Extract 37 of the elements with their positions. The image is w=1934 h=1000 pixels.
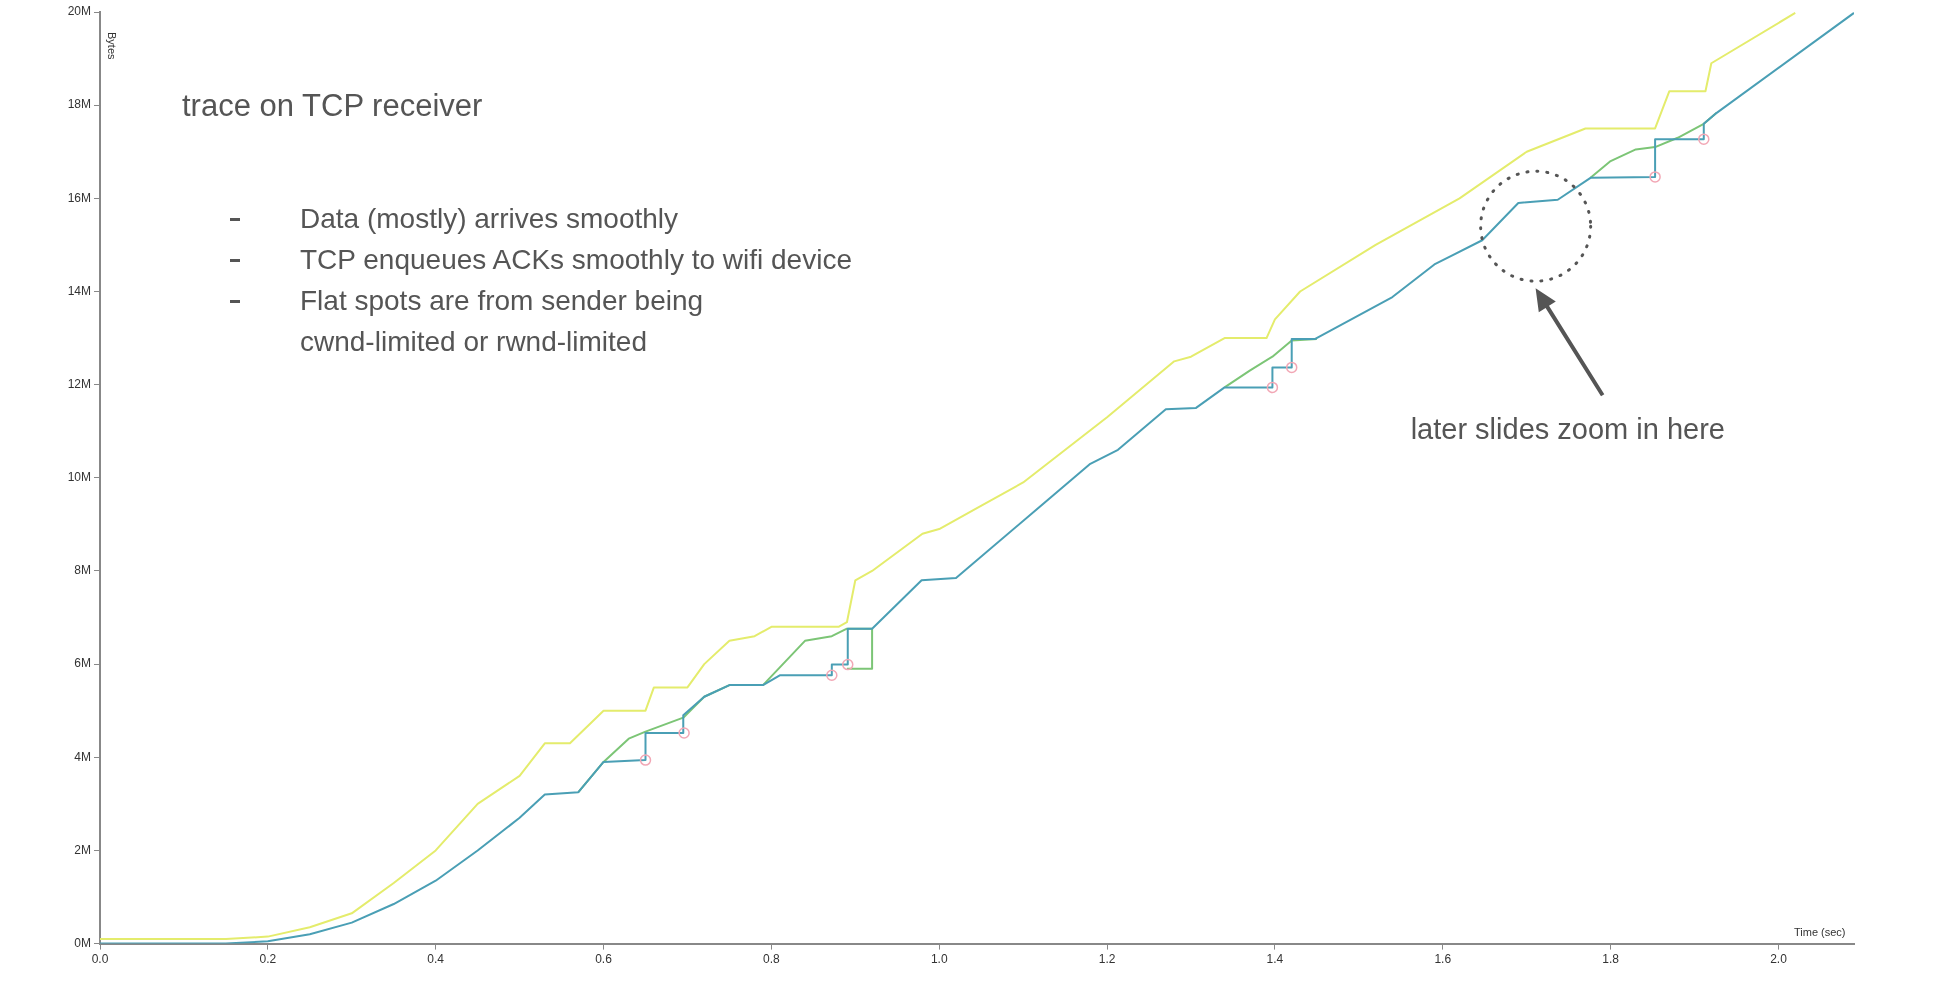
y-tick-label: 14M bbox=[67, 283, 91, 298]
point bbox=[1698, 133, 1710, 145]
x-tick-label: 1.6 bbox=[1434, 952, 1452, 967]
x-tick-label: 0.2 bbox=[259, 952, 277, 967]
point bbox=[1649, 171, 1661, 183]
annotation: Data (mostly) arrives smoothly bbox=[299, 202, 680, 236]
x-axis-title: Time (sec) bbox=[1794, 925, 1846, 938]
annotation: Flat spots are from sender being cwnd-limited or rwnd-limited bbox=[299, 284, 705, 359]
y-tick-label: 6M bbox=[74, 656, 91, 671]
x-tick-label: 1.8 bbox=[1602, 952, 1620, 967]
y-tick-label: 20M bbox=[67, 4, 91, 19]
y-tick-label: 2M bbox=[74, 842, 91, 857]
x-tick-label: 2.0 bbox=[1770, 952, 1788, 967]
point bbox=[1266, 381, 1279, 394]
x-tick-label: 0.0 bbox=[91, 952, 109, 967]
y-tick-label: 4M bbox=[74, 749, 91, 764]
annotation: later slides zoom in here bbox=[1410, 413, 1725, 447]
y-tick-label: 12M bbox=[67, 376, 91, 391]
y-tick-label: 18M bbox=[67, 97, 91, 112]
point bbox=[826, 669, 838, 682]
x-tick-label: 0.8 bbox=[763, 952, 781, 967]
y-tick-label: 10M bbox=[67, 470, 91, 485]
x-tick-label: 0.6 bbox=[595, 952, 613, 967]
x-tick-label: 1.4 bbox=[1266, 952, 1284, 967]
y-tick-label: 8M bbox=[74, 563, 91, 578]
x-tick-label: 1.2 bbox=[1098, 952, 1116, 967]
annotation: TCP enqueues ACKs smoothly to wifi device bbox=[299, 243, 853, 277]
point bbox=[678, 727, 690, 739]
point bbox=[639, 754, 652, 766]
x-tick-label: 1.0 bbox=[930, 952, 948, 967]
point bbox=[1285, 361, 1298, 374]
text: trace on TCP receiver bbox=[182, 88, 483, 124]
y-axis-title: Bytes bbox=[106, 32, 118, 60]
x-tick-label: 0.4 bbox=[427, 952, 445, 967]
point bbox=[842, 658, 854, 671]
y-tick-label: 0M bbox=[74, 935, 91, 950]
y-tick-label: 16M bbox=[67, 190, 91, 205]
